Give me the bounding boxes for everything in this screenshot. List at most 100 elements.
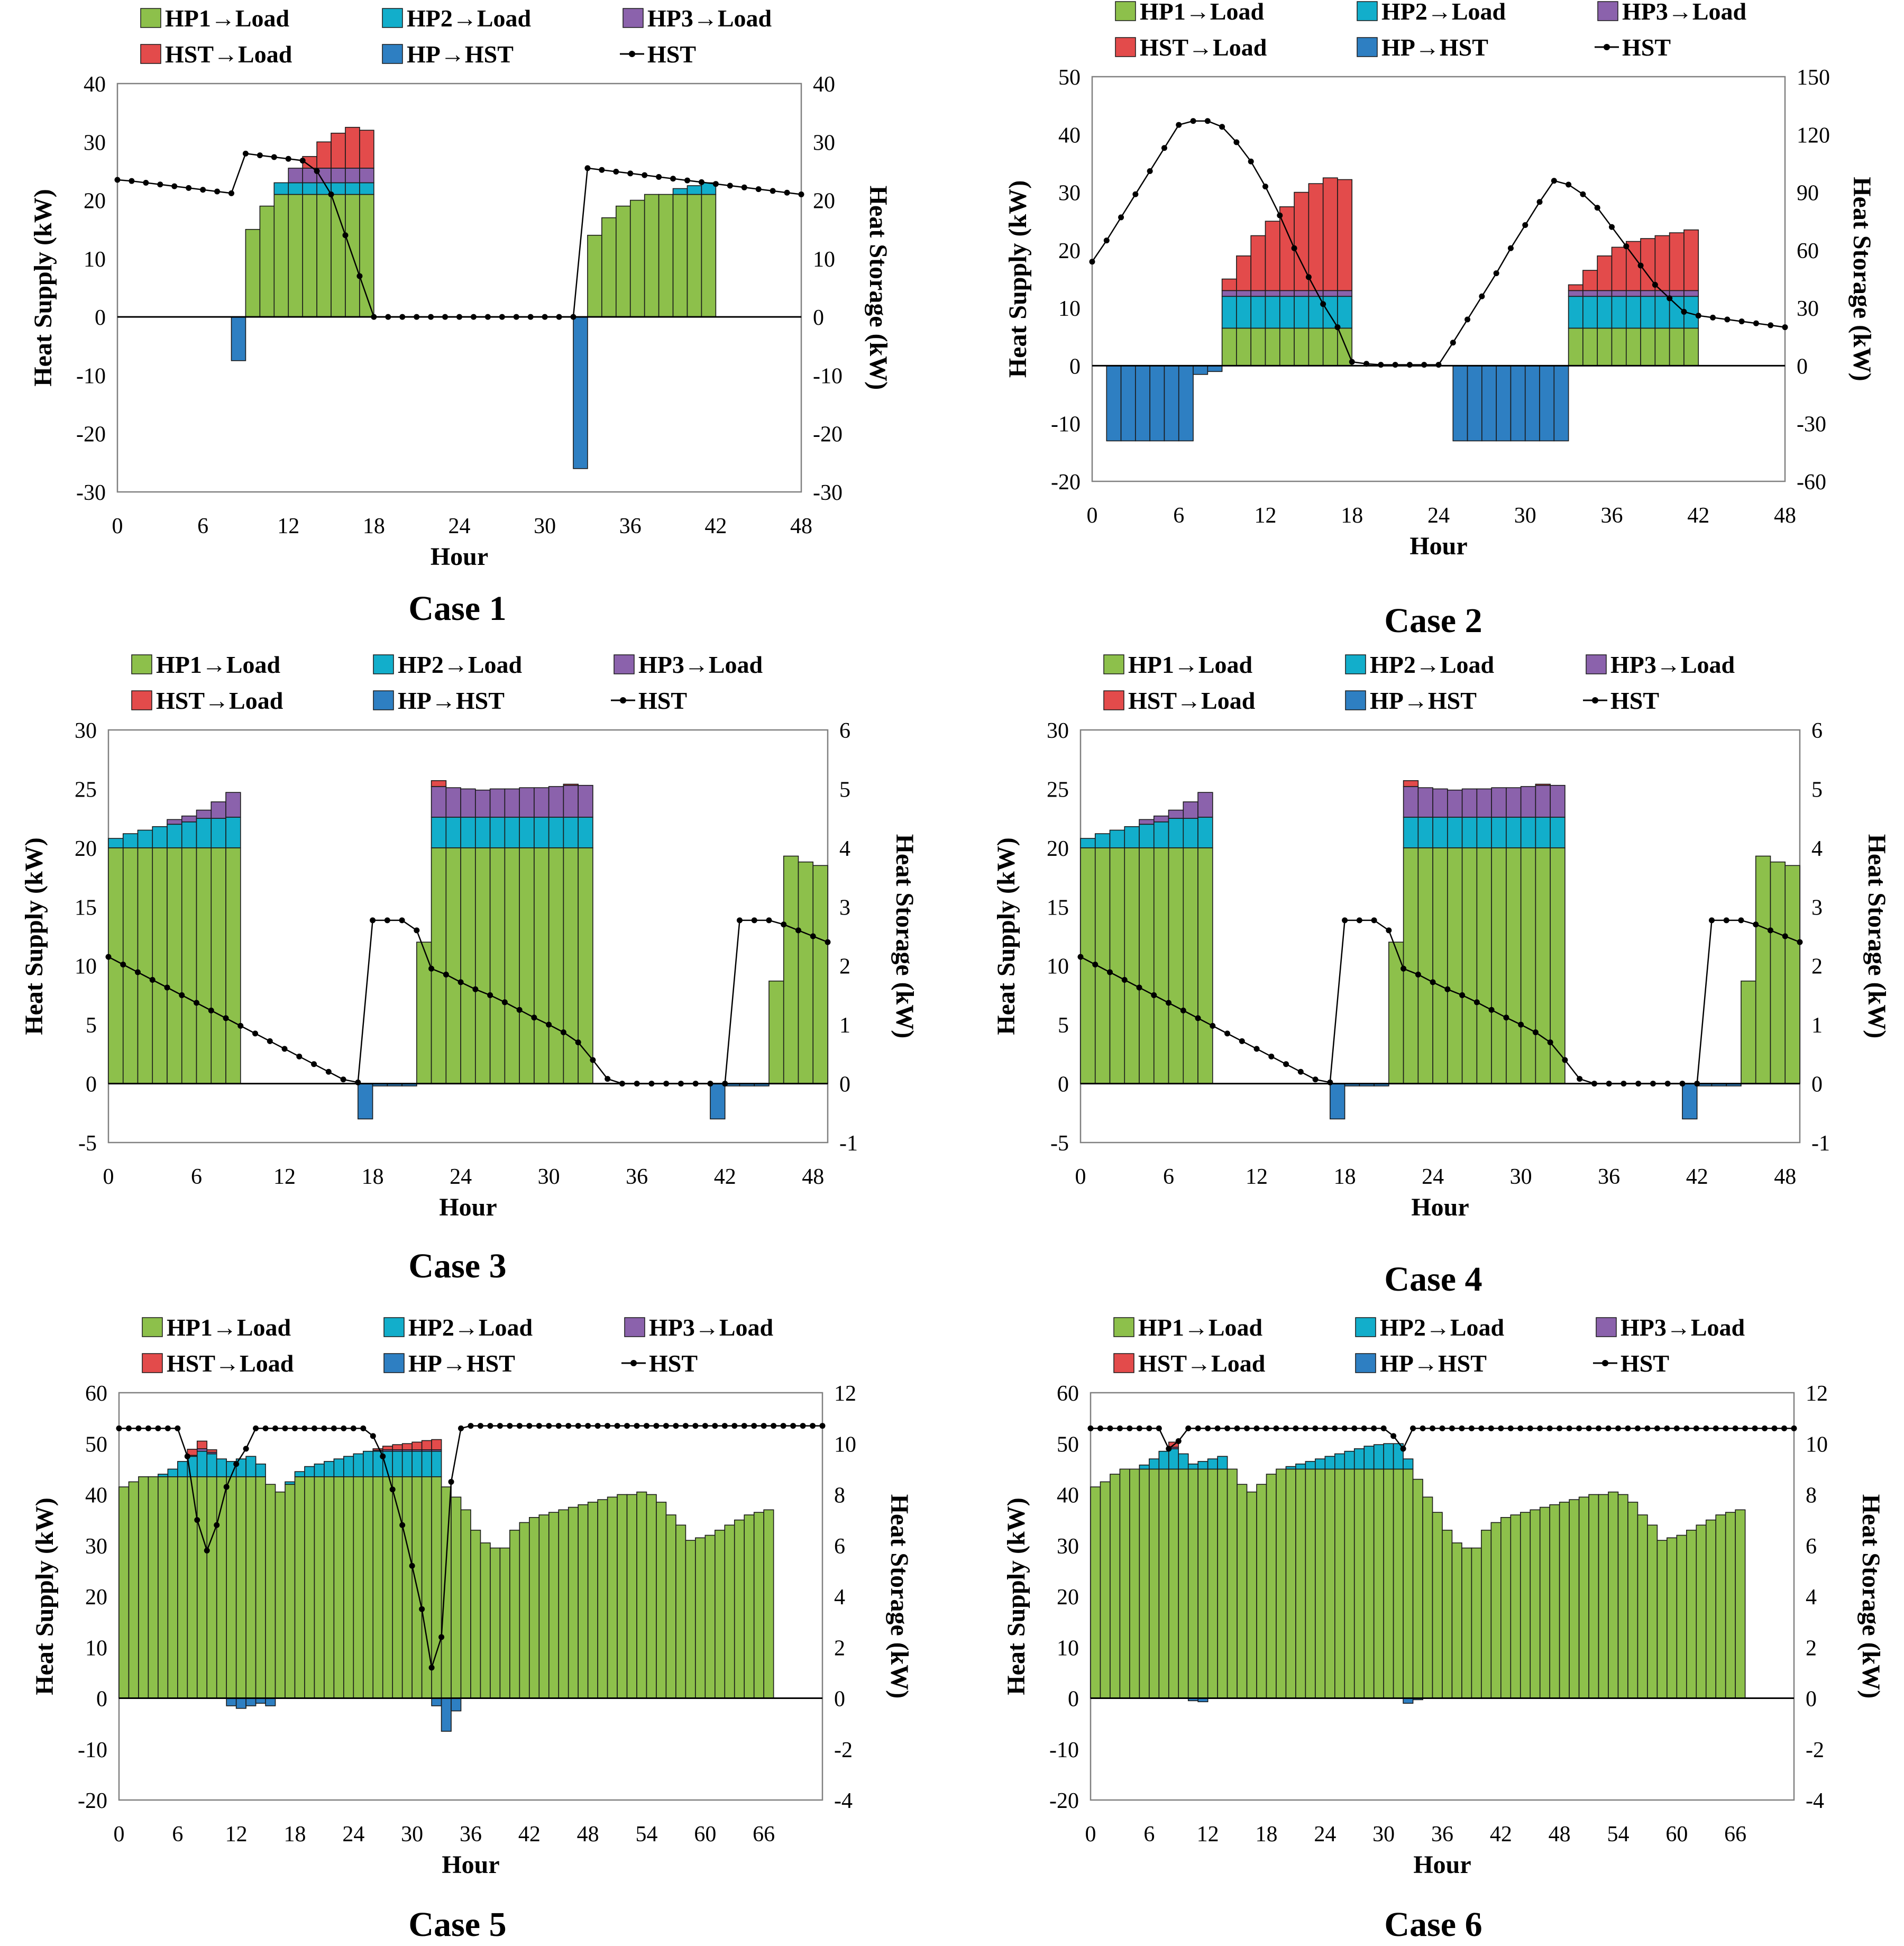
hst-point-19 [1363,361,1370,367]
hst-point-2 [135,969,141,975]
hst-point-6 [1166,1000,1172,1006]
hst-point-46 [1753,320,1759,326]
chart-caption: Case 6 [1384,1905,1482,1944]
bar-hp1-22 [431,847,447,1084]
bar-hp2-1 [122,833,139,848]
hst-point-69 [790,1423,797,1429]
y-tick-label: 40 [1057,1484,1079,1508]
bar-hp3-34 [1582,290,1598,297]
bar-hp1-29 [534,847,550,1084]
hst-point-37 [1621,1081,1627,1087]
hst-point-4 [155,1425,161,1431]
hst-point-47 [575,1423,581,1429]
bar-hp2-36 [1611,296,1627,329]
bar-hp1-43 [1510,1514,1521,1699]
bar-hp3-40 [1669,290,1685,297]
bar-hp1-9 [1178,1468,1189,1699]
bar-hp1-45 [1741,980,1756,1084]
y2-tick-label: 12 [1806,1382,1828,1406]
hst-point-10 [257,152,263,159]
bar-hp-hst-32 [1553,365,1569,442]
hst-point-29 [1507,245,1514,251]
chart-caption: Case 1 [408,589,506,628]
bar-hp3-37 [1625,290,1641,297]
legend-swatch-hp_hst [1345,690,1366,710]
hst-point-25 [1332,1425,1338,1431]
bar-hst-17 [1337,179,1353,291]
bar-hp2-23 [1315,1458,1326,1470]
x-tick-label: 36 [619,514,642,538]
bar-hp3-28 [1491,787,1507,818]
chart-caption: Case 4 [1384,1260,1482,1299]
x-tick-label: 24 [450,1165,472,1189]
y-tick-label: 50 [85,1432,107,1457]
y-axis-label: Heat Supply (kW) [31,1497,59,1695]
bar-hp3-12 [288,168,303,184]
bar-hp1-5 [1153,847,1169,1084]
bar-hp1-31 [1393,1468,1404,1699]
x-tick-label: 30 [401,1822,423,1847]
bar-hp1-15 [1237,1484,1248,1699]
bar-hp3-25 [475,789,491,818]
hst-point-2 [1107,1425,1113,1431]
x-tick-label: 0 [1085,1822,1096,1847]
bar-hp2-25 [475,817,491,848]
bar-hp3-6 [196,809,212,819]
y2-tick-label: 12 [834,1382,856,1406]
hst-point-22 [1406,362,1413,368]
legend-label-hp3: HP3→Load [649,1314,774,1341]
bar-hp1-47 [578,1504,589,1699]
hst-point-33 [590,1057,596,1063]
bar-hp1-8 [225,847,241,1084]
hst-point-20 [1283,1425,1289,1431]
bar-hp3-32 [1550,784,1566,818]
hst-point-31 [556,314,562,320]
bar-hp1-22 [333,1476,344,1699]
hst-point-23 [442,314,448,320]
bar-hst-28 [392,1444,403,1450]
hst-point-35 [619,1081,625,1087]
bar-hp2-19 [304,1466,315,1477]
bar-hp1-65 [1725,1512,1736,1699]
legend-swatch-hp2 [1345,654,1366,674]
bar-hp2-31 [1535,817,1551,848]
bar-hp1-39 [1654,327,1670,367]
hst-point-32 [428,1665,435,1671]
bar-hp1-62 [724,1524,735,1699]
hst-point-33 [584,165,591,171]
hst-point-34 [1577,1076,1583,1082]
hst-point-65 [1723,1425,1729,1431]
hst-point-28 [1493,270,1499,277]
bar-hp1-35 [460,1509,471,1699]
hst-point-13 [1268,1053,1275,1059]
legend-hst-marker [1604,44,1610,50]
y-axis-label: Heat Supply (kW) [20,837,48,1035]
hst-point-0 [1077,954,1084,960]
y2-tick-label: 8 [834,1484,845,1508]
bar-hp1-31 [421,1476,432,1699]
bar-hp1-17 [285,1484,296,1699]
bar-hp3-30 [548,786,564,818]
y-tick-label: 5 [1058,1013,1069,1038]
hst-point-11 [1239,1038,1245,1044]
legend-hst-marker [1602,1360,1608,1366]
bar-hp1-41 [1683,327,1699,367]
hst-point-64 [741,1423,747,1429]
hst-point-34 [1420,1425,1426,1431]
x-tick-label: 18 [284,1822,306,1847]
y-tick-label: 30 [85,1534,107,1559]
hst-point-41 [1488,1425,1494,1431]
bar-hp-hst-8 [1207,365,1223,372]
y2-tick-label: 1 [1811,1013,1823,1038]
bar-hp1-55 [656,1502,667,1699]
legend-label-line: HST [647,41,696,68]
y2-axis-label: Heat Storage (kW) [864,186,892,390]
bar-hp2-23 [445,817,461,848]
bar-hp1-11 [273,194,289,317]
bar-hp2-22 [431,817,447,848]
hst-point-29 [531,1015,537,1021]
y-tick-label: 30 [1057,1534,1079,1559]
hst-point-15 [325,1068,332,1075]
